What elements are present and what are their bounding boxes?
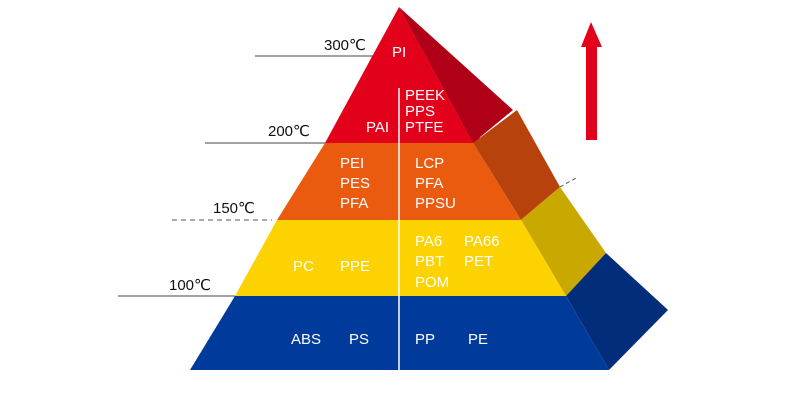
tier-lower-middle: [235, 220, 566, 296]
label-pc: PC: [293, 258, 314, 275]
temp-label-100: 100℃: [169, 277, 211, 294]
label-pa6: PA6: [415, 233, 442, 250]
label-pbt: PBT: [415, 253, 444, 270]
label-pei: PEI: [340, 155, 364, 172]
label-peek: PEEK: [405, 87, 445, 104]
label-pps: PPS: [405, 103, 435, 120]
side-face-yellow: [521, 187, 606, 296]
label-pfa-right: PFA: [415, 175, 443, 192]
label-lcp: LCP: [415, 155, 444, 172]
side-face-top-shadow: [399, 7, 513, 143]
label-pet: PET: [464, 253, 493, 270]
label-pe: PE: [468, 331, 488, 348]
label-abs: ABS: [291, 331, 321, 348]
temp-label-200: 200℃: [268, 123, 310, 140]
label-pfa-left: PFA: [340, 195, 368, 212]
label-pom: POM: [415, 274, 449, 291]
label-pa66: PA66: [464, 233, 500, 250]
temp-label-150: 150℃: [213, 200, 255, 217]
label-pes: PES: [340, 175, 370, 192]
up-arrow-icon: [581, 22, 602, 140]
temp-line-150-right: [559, 177, 577, 188]
tier-top: [325, 7, 473, 143]
temp-label-300: 300℃: [324, 37, 366, 54]
side-face-blue: [566, 253, 668, 370]
label-ptfe: PTFE: [405, 119, 443, 136]
label-pi: PI: [392, 44, 406, 61]
label-ppe: PPE: [340, 258, 370, 275]
side-face-orange: [473, 110, 560, 220]
label-ps: PS: [349, 331, 369, 348]
label-ppsu: PPSU: [415, 195, 456, 212]
label-pai: PAI: [366, 119, 389, 136]
label-pp: PP: [415, 331, 435, 348]
